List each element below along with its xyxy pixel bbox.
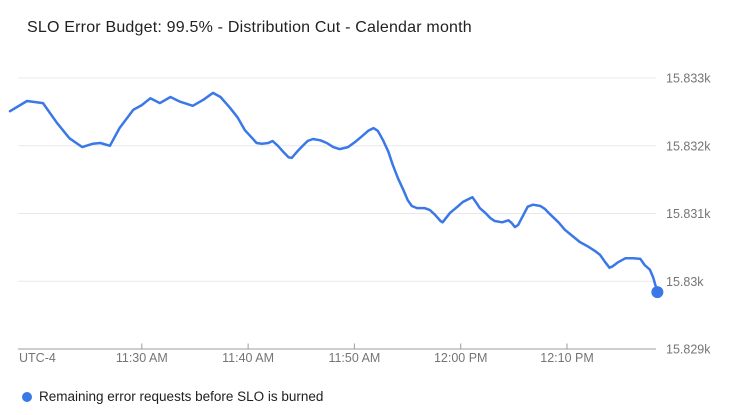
x-axis-label: 11:30 AM	[116, 351, 168, 365]
x-axis-timezone-label: UTC-4	[19, 351, 56, 365]
legend-series-label: Remaining error requests before SLO is b…	[39, 389, 324, 404]
x-axis-label: 12:10 PM	[540, 351, 594, 365]
x-axis-label: 11:40 AM	[222, 351, 274, 365]
legend-item[interactable]: Remaining error requests before SLO is b…	[22, 389, 323, 404]
y-axis-label: 15.833k	[666, 72, 711, 86]
legend-series-marker-icon	[22, 391, 32, 402]
y-axis-label: 15.831k	[666, 207, 711, 221]
series-line[interactable]	[8, 91, 659, 294]
chart-title: SLO Error Budget: 99.5% - Distribution C…	[27, 19, 472, 36]
y-axis-label: 15.829k	[666, 343, 711, 357]
x-axis-label: 12:00 PM	[434, 351, 488, 365]
x-axis-label: 11:50 AM	[328, 351, 380, 365]
y-axis-label: 15.83k	[666, 275, 704, 289]
series-end-marker[interactable]	[651, 286, 664, 299]
y-axis-label: 15.832k	[666, 139, 711, 153]
